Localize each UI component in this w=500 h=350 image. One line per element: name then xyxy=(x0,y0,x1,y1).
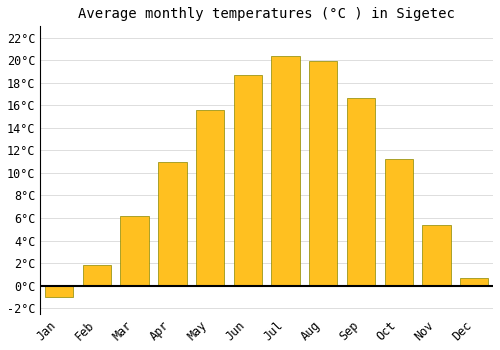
Bar xyxy=(234,75,262,286)
Bar xyxy=(120,216,149,286)
Bar xyxy=(422,225,450,286)
Bar xyxy=(272,56,299,286)
Bar xyxy=(309,61,338,286)
Bar xyxy=(347,98,375,286)
Bar xyxy=(196,110,224,286)
Bar xyxy=(384,159,413,286)
Bar xyxy=(460,278,488,286)
Bar xyxy=(45,286,74,297)
Bar xyxy=(158,162,186,286)
Bar xyxy=(83,265,111,286)
Title: Average monthly temperatures (°C ) in Sigetec: Average monthly temperatures (°C ) in Si… xyxy=(78,7,455,21)
